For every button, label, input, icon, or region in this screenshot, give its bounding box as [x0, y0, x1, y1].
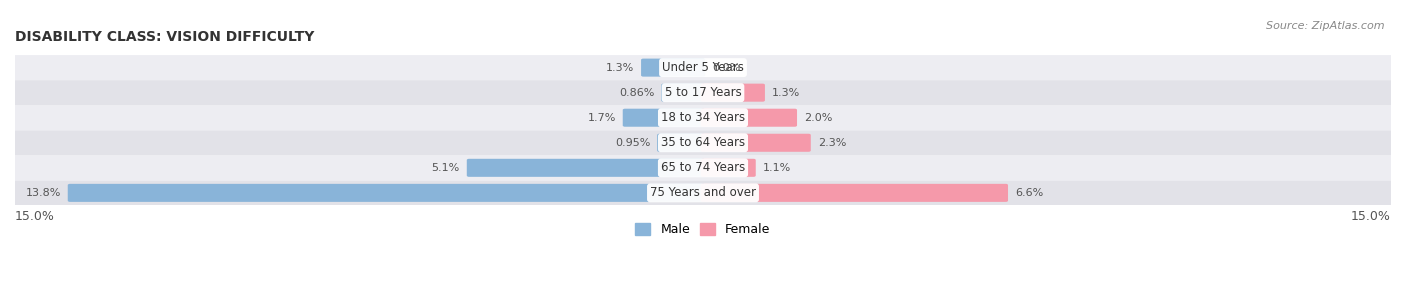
FancyBboxPatch shape — [15, 105, 1391, 130]
Text: 18 to 34 Years: 18 to 34 Years — [661, 111, 745, 124]
Text: 75 Years and over: 75 Years and over — [650, 186, 756, 199]
Text: Source: ZipAtlas.com: Source: ZipAtlas.com — [1267, 21, 1385, 31]
FancyBboxPatch shape — [15, 55, 1391, 80]
FancyBboxPatch shape — [15, 180, 1391, 206]
FancyBboxPatch shape — [641, 59, 706, 77]
Text: 13.8%: 13.8% — [25, 188, 60, 198]
FancyBboxPatch shape — [15, 130, 1391, 155]
FancyBboxPatch shape — [15, 155, 1391, 180]
Text: 1.3%: 1.3% — [606, 63, 634, 73]
FancyBboxPatch shape — [661, 84, 706, 102]
FancyBboxPatch shape — [467, 159, 706, 177]
Text: 1.3%: 1.3% — [772, 88, 800, 98]
FancyBboxPatch shape — [700, 184, 1008, 202]
Text: Under 5 Years: Under 5 Years — [662, 61, 744, 74]
Text: DISABILITY CLASS: VISION DIFFICULTY: DISABILITY CLASS: VISION DIFFICULTY — [15, 30, 315, 44]
Legend: Male, Female: Male, Female — [630, 218, 776, 241]
FancyBboxPatch shape — [67, 184, 706, 202]
FancyBboxPatch shape — [657, 134, 706, 152]
Text: 0.95%: 0.95% — [614, 138, 650, 148]
Text: 5 to 17 Years: 5 to 17 Years — [665, 86, 741, 99]
Text: 2.3%: 2.3% — [818, 138, 846, 148]
Text: 1.7%: 1.7% — [588, 113, 616, 123]
Text: 2.0%: 2.0% — [804, 113, 832, 123]
FancyBboxPatch shape — [700, 84, 765, 102]
FancyBboxPatch shape — [15, 80, 1391, 105]
FancyBboxPatch shape — [700, 159, 756, 177]
Text: 6.6%: 6.6% — [1015, 188, 1043, 198]
Text: 0.86%: 0.86% — [619, 88, 654, 98]
FancyBboxPatch shape — [623, 109, 706, 127]
Text: 65 to 74 Years: 65 to 74 Years — [661, 161, 745, 174]
FancyBboxPatch shape — [700, 109, 797, 127]
Text: 0.0%: 0.0% — [713, 63, 741, 73]
Text: 5.1%: 5.1% — [432, 163, 460, 173]
Text: 1.1%: 1.1% — [762, 163, 792, 173]
Text: 35 to 64 Years: 35 to 64 Years — [661, 136, 745, 149]
Text: 15.0%: 15.0% — [15, 210, 55, 223]
Text: 15.0%: 15.0% — [1351, 210, 1391, 223]
FancyBboxPatch shape — [700, 134, 811, 152]
